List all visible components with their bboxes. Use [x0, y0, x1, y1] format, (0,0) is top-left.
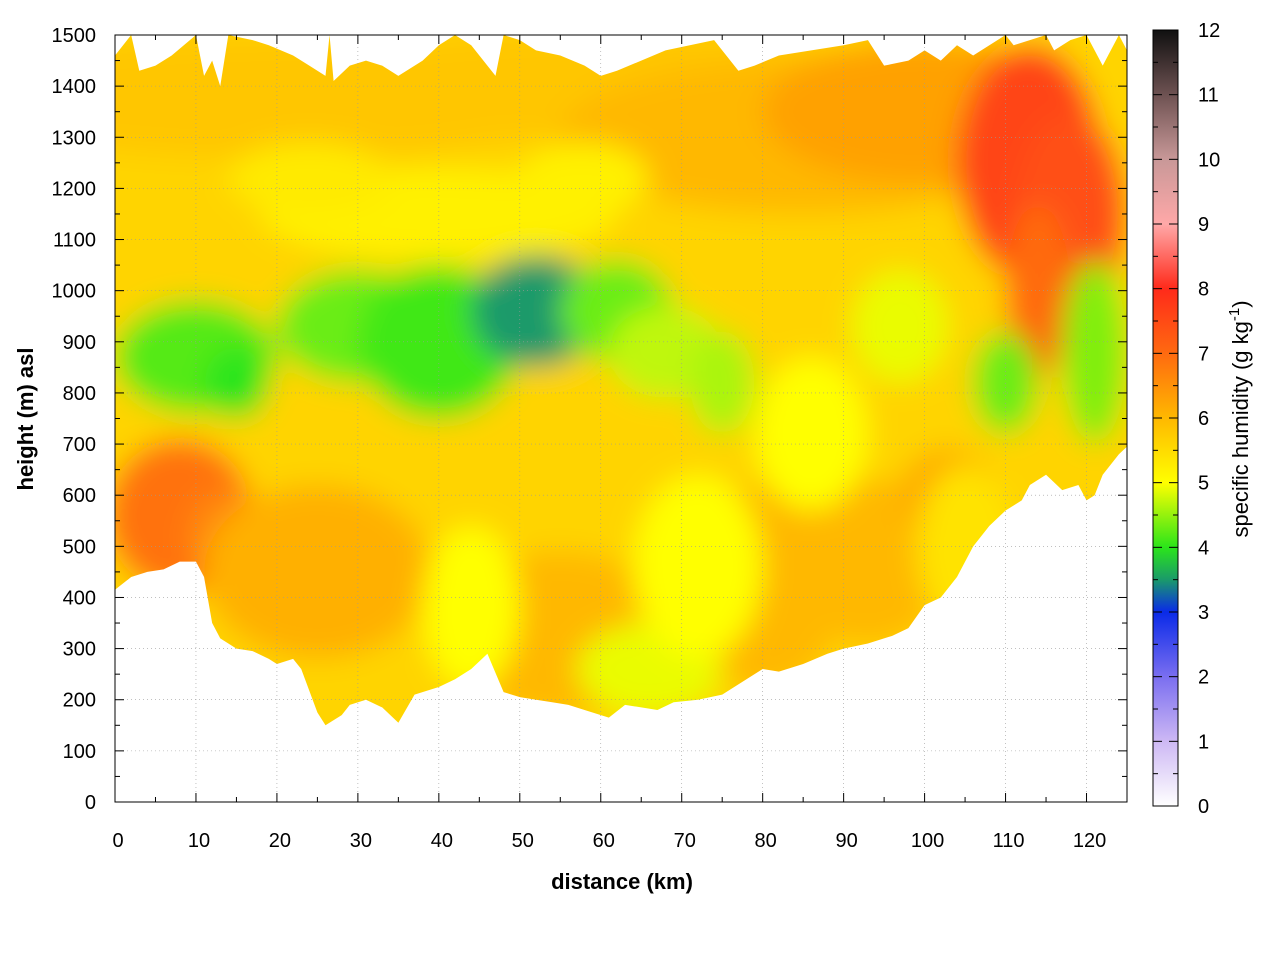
colorbar-tick-label: 2: [1198, 667, 1209, 689]
x-tick-label: 80: [755, 830, 777, 852]
field-blob: [204, 346, 269, 419]
x-tick-label: 20: [269, 830, 291, 852]
x-tick-label: 90: [836, 830, 858, 852]
x-tick-label: 10: [188, 830, 210, 852]
colorbar-tick-label: 3: [1198, 602, 1209, 624]
field-blob: [471, 254, 601, 368]
y-tick-label: 1500: [52, 25, 97, 47]
y-axis-ticks: 0 100 200 300 400 500 600 700 800 900 1000 1100 1200…: [52, 25, 1127, 814]
field-blob: [204, 484, 431, 659]
field-blob: [754, 357, 868, 511]
y-tick-label: 800: [63, 383, 96, 405]
x-tick-label: 110: [993, 830, 1025, 852]
colorbar-tick-label: 9: [1198, 214, 1209, 236]
x-tick-label: 30: [350, 830, 372, 852]
colorbar-tick-label: 4: [1198, 537, 1209, 559]
y-tick-label: 700: [63, 434, 96, 456]
colorbar-tick-label: 6: [1198, 408, 1209, 430]
y-tick-label: 400: [63, 587, 96, 609]
field-blob: [786, 479, 949, 644]
x-tick-label: 50: [512, 830, 534, 852]
y-tick-label: 900: [63, 332, 96, 354]
colorbar-title: specific humidity (g kg-1): [1226, 300, 1253, 537]
y-tick-label: 1400: [52, 76, 97, 98]
colorbar-tick-label: 0: [1198, 796, 1209, 818]
y-tick-label: 200: [63, 690, 96, 712]
y-tick-label: 0: [85, 792, 96, 814]
y-tick-label: 1200: [52, 178, 97, 200]
y-tick-label: 1000: [52, 281, 97, 303]
y-tick-label: 600: [63, 485, 96, 507]
colorbar-title-exponent: -1: [1226, 308, 1243, 321]
x-tick-label: 70: [674, 830, 696, 852]
colorbar-tick-label: 10: [1198, 149, 1220, 171]
y-tick-label: 1300: [52, 127, 97, 149]
x-tick-label: 0: [112, 830, 123, 852]
x-tick-label: 100: [911, 830, 944, 852]
field-blob: [633, 474, 763, 659]
colorbar-title-end: ): [1228, 300, 1253, 307]
colorbar-tick-label: 8: [1198, 279, 1209, 301]
field-blob: [1062, 259, 1127, 445]
y-axis-title: height (m) asl: [13, 347, 38, 490]
y-tick-label: 500: [63, 536, 96, 558]
y-tick-label: 100: [63, 741, 96, 763]
x-axis-title: distance (km): [551, 869, 693, 894]
field-blob: [228, 142, 391, 214]
field-blob: [519, 142, 650, 214]
y-tick-label: 300: [63, 639, 96, 661]
field-blob: [851, 270, 949, 383]
colorbar-tick-label: 12: [1198, 20, 1220, 42]
colorbar-tick-label: 11: [1198, 85, 1219, 107]
y-tick-label: 1100: [53, 230, 96, 252]
x-tick-label: 40: [431, 830, 453, 852]
x-tick-label: 60: [593, 830, 615, 852]
colorbar-tick-label: 7: [1198, 343, 1209, 365]
grid: [115, 35, 1127, 802]
field-blob: [973, 331, 1038, 434]
colorbar-tick-label: 1: [1198, 731, 1209, 753]
x-tick-label: 120: [1073, 830, 1106, 852]
colorbar-title-main: specific humidity (g kg: [1228, 321, 1253, 537]
field-blob: [1005, 203, 1071, 378]
x-axis-ticks: 0 10 20 30 40 50 60 70 80 90 100 110 120: [112, 35, 1128, 852]
field-blob: [422, 525, 520, 690]
field-blob: [689, 331, 755, 434]
colorbar-tick-label: 5: [1198, 473, 1209, 495]
